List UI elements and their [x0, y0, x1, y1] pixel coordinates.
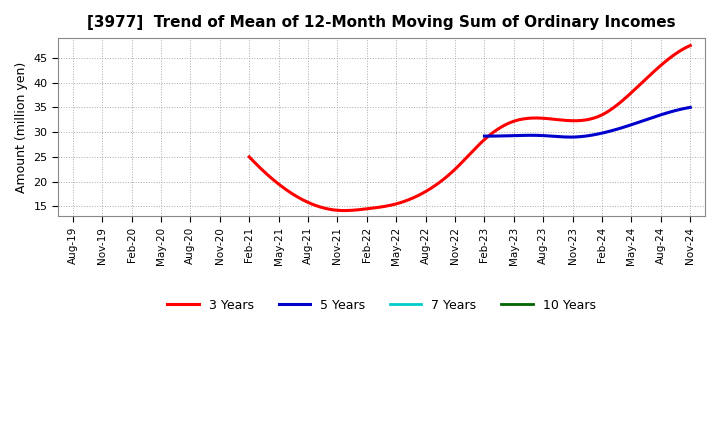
3 Years [245, 154, 253, 159]
5 Years [603, 129, 612, 134]
3 Years [339, 208, 348, 213]
3 Years [509, 119, 518, 124]
Title: [3977]  Trend of Mean of 12-Month Moving Sum of Ordinary Incomes: [3977] Trend of Mean of 12-Month Moving … [87, 15, 676, 30]
5 Years [654, 113, 663, 118]
3 Years [686, 43, 695, 48]
Y-axis label: Amount (million yen): Amount (million yen) [15, 62, 28, 193]
5 Years [566, 135, 575, 140]
5 Years [686, 105, 695, 110]
3 Years [646, 72, 654, 77]
5 Years [480, 133, 489, 139]
Legend: 3 Years, 5 Years, 7 Years, 10 Years: 3 Years, 5 Years, 7 Years, 10 Years [163, 294, 600, 317]
5 Years [603, 129, 611, 135]
3 Years [516, 117, 525, 122]
5 Years [481, 133, 490, 139]
Line: 3 Years: 3 Years [249, 45, 690, 211]
3 Years [508, 119, 516, 125]
5 Years [607, 128, 616, 133]
5 Years [667, 109, 676, 114]
3 Years [246, 156, 255, 161]
3 Years [618, 98, 627, 103]
Line: 5 Years: 5 Years [485, 107, 690, 137]
